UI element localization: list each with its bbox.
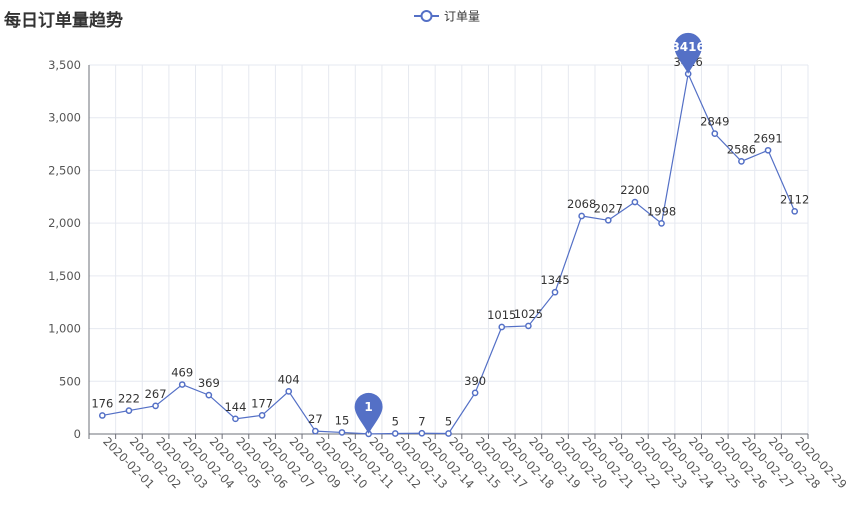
data-point[interactable] (498, 323, 506, 331)
data-label: 1015 (487, 308, 516, 322)
data-point[interactable] (738, 158, 745, 165)
data-label: 144 (224, 400, 246, 414)
data-label: 5 (392, 414, 399, 428)
data-label: 2849 (700, 115, 729, 129)
data-label: 7 (418, 414, 425, 428)
data-point[interactable] (418, 429, 426, 437)
data-label: 390 (464, 374, 486, 388)
data-point[interactable] (125, 407, 133, 414)
legend[interactable]: 订单量 (414, 10, 480, 24)
y-tick-label: 1,000 (48, 322, 81, 336)
data-point[interactable] (711, 130, 719, 137)
data-point[interactable] (232, 415, 239, 423)
data-point[interactable] (604, 216, 612, 224)
data-label: 2112 (780, 192, 809, 206)
y-tick-label: 3,000 (48, 111, 81, 125)
legend-label: 订单量 (444, 10, 480, 24)
data-label: 2027 (594, 201, 623, 215)
data-label: 15 (335, 413, 350, 427)
data-label: 176 (91, 396, 113, 410)
data-point[interactable] (152, 402, 159, 410)
y-tick-label: 500 (59, 374, 81, 388)
data-label: 222 (118, 392, 140, 406)
data-label: 27 (308, 412, 323, 426)
data-point[interactable] (791, 207, 799, 215)
data-label: 1998 (647, 204, 676, 218)
marker-pin-shape (354, 392, 383, 434)
data-label: 2200 (620, 183, 649, 197)
data-point[interactable] (764, 146, 772, 154)
data-label: 177 (251, 396, 273, 410)
data-point[interactable] (658, 220, 665, 227)
data-point[interactable] (178, 381, 186, 388)
chart-title: 每日订单量趋势 (4, 11, 123, 31)
data-point[interactable] (578, 212, 585, 220)
data-point[interactable] (312, 427, 319, 435)
data-label: 1025 (514, 307, 543, 321)
data-label: 267 (145, 387, 167, 401)
data-label: 2586 (727, 142, 756, 156)
y-tick-label: 2,500 (48, 163, 81, 177)
data-label: 2068 (567, 197, 596, 211)
data-point[interactable] (525, 322, 532, 330)
data-label: 369 (198, 376, 220, 390)
marker-pin-label: 1 (364, 400, 372, 414)
marker-pin-max: 3416 (671, 32, 705, 74)
legend-marker-icon (420, 10, 433, 22)
data-point[interactable] (98, 412, 106, 419)
data-label: 1345 (540, 273, 569, 287)
data-point[interactable] (631, 198, 639, 206)
data-label: 469 (171, 366, 193, 380)
data-label: 2691 (753, 131, 782, 145)
data-label: 5 (445, 414, 452, 428)
data-point[interactable] (471, 389, 479, 397)
marker-pin-label: 3416 (671, 40, 704, 54)
y-tick-label: 1,500 (48, 269, 81, 283)
y-tick-label: 2,000 (48, 216, 81, 230)
data-point[interactable] (445, 430, 452, 437)
data-point[interactable] (551, 288, 559, 296)
data-label: 404 (278, 372, 300, 386)
y-tick-label: 0 (74, 427, 81, 441)
y-tick-label: 3,500 (48, 58, 81, 72)
data-point[interactable] (338, 429, 346, 436)
data-point[interactable] (285, 388, 293, 395)
data-point[interactable] (258, 411, 266, 419)
data-point[interactable] (205, 391, 213, 399)
data-point[interactable] (391, 430, 399, 437)
marker-pin-shape (674, 32, 703, 74)
marker-pin-min: 1 (354, 392, 383, 434)
